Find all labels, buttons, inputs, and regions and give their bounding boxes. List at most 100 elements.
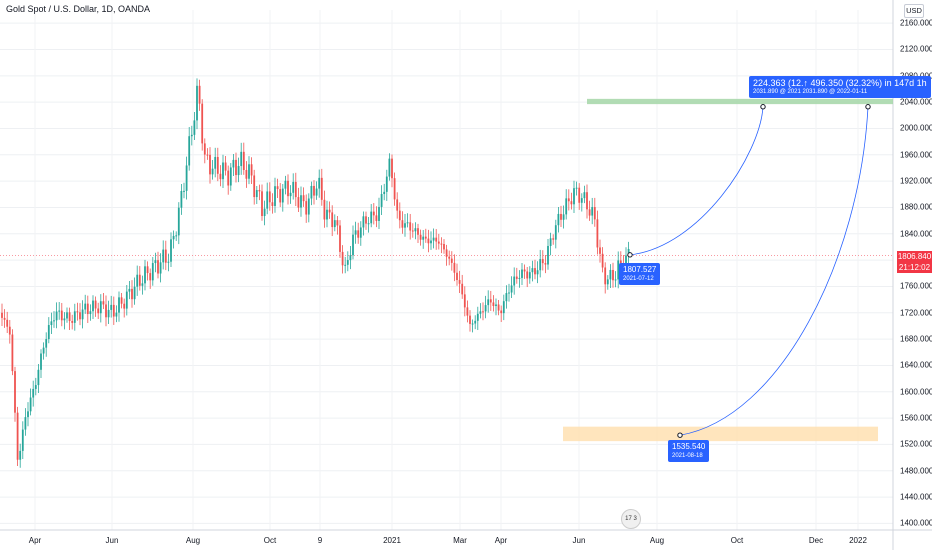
target-label[interactable]: 224.363 (12.↑ 496.350 (32.32%) in 147d 1… — [749, 76, 931, 98]
candle-body — [258, 190, 261, 192]
candle-body — [120, 297, 123, 304]
candle-body — [60, 310, 63, 321]
candle-body — [557, 213, 560, 226]
candle-body — [261, 191, 263, 217]
candle-body — [297, 197, 300, 208]
candle-body — [461, 283, 464, 295]
candle-body — [391, 158, 393, 179]
start-label[interactable]: 1807.527 2021-07-12 — [619, 263, 661, 285]
candle-body — [339, 225, 341, 252]
candle-body — [398, 210, 401, 221]
price-tick-label: 1720.000 — [900, 308, 932, 318]
target-label-sub: 2031.890 @ 2021 2031.890 @ 2022-01-11 — [753, 89, 868, 95]
candle-body — [450, 258, 453, 263]
candle-body — [154, 260, 157, 264]
candle-body — [513, 276, 516, 286]
candle-body — [359, 227, 362, 238]
candle-body — [144, 266, 146, 284]
candle-body — [237, 166, 240, 176]
candle-body — [255, 190, 258, 198]
candle-body — [570, 201, 573, 205]
candle-body — [430, 240, 432, 244]
candle-body — [92, 300, 94, 312]
candle-body — [344, 264, 347, 266]
candle-body — [266, 191, 269, 209]
candle-body — [580, 198, 583, 203]
price-tick-label: 1920.000 — [900, 176, 932, 186]
candle-body — [588, 209, 591, 216]
candle-body — [323, 199, 326, 220]
candle-body — [318, 177, 321, 189]
candle-body — [289, 192, 292, 197]
candle-body — [268, 191, 271, 203]
price-tick-label: 1600.000 — [900, 387, 932, 397]
projection-curve-near — [629, 106, 764, 256]
candle-body — [521, 269, 523, 278]
last-price: 1806.840 — [897, 252, 932, 261]
candle-body — [138, 274, 141, 286]
candle-body — [110, 304, 113, 310]
event-badge[interactable]: 17 3 — [621, 509, 641, 529]
candle-body — [422, 236, 425, 240]
candle-body — [284, 180, 287, 189]
candle-body — [396, 199, 399, 211]
candle-body — [437, 241, 440, 244]
candle-body — [573, 188, 575, 205]
price-tick-label: 1840.000 — [900, 229, 932, 239]
candle-body — [440, 243, 443, 245]
candle-body — [489, 299, 492, 303]
candle-body — [565, 198, 568, 215]
candle-body — [302, 195, 305, 202]
candle-body — [29, 397, 32, 412]
candle-body — [248, 164, 250, 179]
candle-body — [593, 207, 596, 220]
candle-body — [300, 195, 302, 208]
candle-body — [497, 304, 500, 311]
price-tick-label: 1520.000 — [900, 439, 932, 449]
candle-body — [250, 164, 253, 176]
candle-body — [175, 235, 178, 237]
candle-body — [445, 249, 448, 257]
candle-body — [370, 211, 373, 224]
candle-body — [128, 288, 131, 292]
candle-body — [71, 320, 74, 323]
candle-body — [495, 304, 497, 307]
candle-body — [482, 311, 484, 313]
candle-body — [118, 297, 120, 313]
candle-body — [505, 293, 508, 302]
candle-body — [586, 192, 588, 210]
candle-body — [578, 187, 581, 203]
candle-body — [112, 304, 115, 317]
candle-body — [349, 255, 352, 261]
candle-body — [97, 308, 100, 314]
candle-body — [107, 309, 110, 318]
candle-body — [547, 245, 549, 265]
candle-body — [209, 154, 211, 175]
candle-body — [549, 238, 552, 246]
candle-body — [115, 312, 118, 317]
candle-body — [307, 198, 310, 215]
candle-body — [151, 263, 154, 281]
candle-body — [53, 320, 55, 322]
candle-body — [136, 274, 139, 287]
candle-body — [219, 173, 222, 180]
candle-body — [341, 251, 344, 266]
candle-body — [326, 209, 328, 220]
candle-body — [32, 388, 35, 398]
candle-body — [552, 238, 555, 240]
candle-body — [518, 277, 521, 279]
currency-button[interactable]: USD — [904, 4, 924, 18]
low-label[interactable]: 1535.540 2021-08-18 — [668, 440, 710, 462]
candle-body — [417, 228, 419, 235]
candle-body — [102, 301, 105, 305]
price-tick-label: 1960.000 — [900, 150, 932, 160]
projection-anchor — [865, 104, 871, 110]
price-tick-label: 2080.000 — [900, 71, 932, 80]
candle-body — [528, 272, 531, 279]
candle-body — [276, 186, 279, 190]
candle-body — [133, 286, 136, 300]
candle-body — [6, 319, 9, 327]
candle-body — [510, 285, 513, 293]
candle-body — [76, 311, 79, 313]
